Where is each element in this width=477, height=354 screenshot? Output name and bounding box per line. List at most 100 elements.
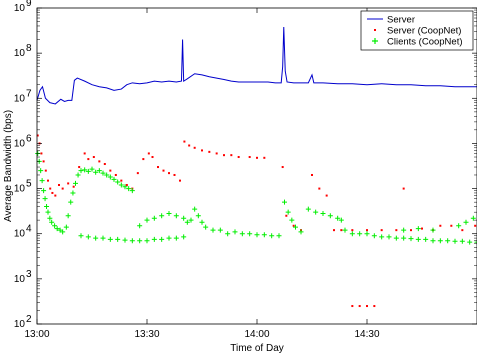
data-point bbox=[188, 144, 191, 147]
y-tick-exponent: 3 bbox=[26, 269, 32, 280]
data-point bbox=[40, 152, 43, 155]
data-point bbox=[195, 213, 201, 219]
legend-entry-label: Clients (CoopNet) bbox=[387, 37, 463, 48]
y-tick-exponent: 7 bbox=[26, 88, 32, 99]
data-point bbox=[239, 231, 245, 237]
data-point bbox=[410, 229, 412, 232]
data-point bbox=[325, 194, 328, 197]
data-point bbox=[93, 235, 99, 241]
data-point bbox=[415, 226, 421, 232]
data-point bbox=[157, 166, 159, 169]
data-point bbox=[184, 219, 190, 225]
data-point bbox=[439, 224, 442, 227]
data-point bbox=[293, 224, 298, 230]
data-point bbox=[351, 229, 354, 232]
data-point bbox=[85, 168, 91, 174]
data-point bbox=[75, 172, 81, 178]
data-point bbox=[114, 173, 117, 176]
data-point bbox=[342, 227, 348, 233]
plot-area-frame bbox=[36, 7, 477, 325]
data-point bbox=[223, 154, 225, 157]
series-server bbox=[36, 26, 477, 105]
data-point bbox=[215, 152, 218, 155]
y-tick-label: 10 bbox=[14, 93, 26, 104]
data-point bbox=[92, 156, 95, 159]
data-point bbox=[129, 188, 135, 194]
data-point bbox=[111, 176, 117, 182]
data-point bbox=[402, 187, 405, 190]
data-point bbox=[151, 236, 157, 242]
y-axis-label: Average Bandwidth (bps) bbox=[3, 110, 14, 222]
data-point bbox=[225, 231, 231, 237]
data-point bbox=[474, 239, 477, 245]
data-point bbox=[89, 166, 95, 172]
data-point bbox=[159, 213, 165, 219]
data-point bbox=[73, 180, 78, 186]
data-point bbox=[115, 236, 121, 242]
data-point bbox=[168, 172, 170, 175]
y-tick-label: 10 bbox=[14, 184, 26, 195]
data-point bbox=[193, 146, 196, 149]
data-point bbox=[230, 154, 233, 157]
legend-swatch bbox=[374, 29, 376, 31]
data-point bbox=[313, 209, 319, 215]
data-point bbox=[199, 219, 205, 225]
data-point bbox=[340, 229, 343, 232]
data-point bbox=[125, 183, 128, 186]
data-point bbox=[67, 182, 70, 185]
data-point bbox=[68, 199, 74, 205]
data-point bbox=[357, 231, 363, 237]
data-point bbox=[42, 160, 45, 163]
data-point bbox=[285, 214, 288, 217]
data-point bbox=[70, 190, 76, 196]
data-point bbox=[136, 172, 139, 175]
data-point bbox=[104, 172, 110, 178]
data-point bbox=[166, 235, 172, 241]
data-point bbox=[122, 237, 128, 243]
y-tick-label: 10 bbox=[14, 3, 26, 14]
data-point bbox=[87, 158, 90, 161]
y-tick-exponent: 2 bbox=[26, 314, 32, 325]
data-point bbox=[44, 169, 47, 172]
data-point bbox=[430, 238, 436, 244]
data-point bbox=[285, 209, 291, 215]
data-point bbox=[470, 215, 476, 221]
data-point bbox=[103, 163, 106, 166]
data-point bbox=[82, 167, 88, 173]
series-server-coopnet bbox=[36, 134, 477, 308]
x-tick-label: 13:00 bbox=[24, 329, 49, 340]
data-point bbox=[120, 179, 123, 182]
data-point bbox=[461, 229, 464, 232]
data-point bbox=[437, 238, 443, 244]
data-point bbox=[254, 232, 260, 238]
data-point bbox=[401, 227, 407, 233]
data-point bbox=[474, 224, 477, 227]
data-point bbox=[107, 236, 113, 242]
data-point bbox=[364, 231, 370, 237]
data-point bbox=[96, 168, 102, 174]
data-point bbox=[118, 182, 124, 188]
data-point bbox=[289, 217, 295, 223]
data-point bbox=[47, 215, 53, 221]
data-point bbox=[126, 186, 132, 192]
data-point bbox=[298, 229, 304, 235]
data-point bbox=[320, 211, 326, 217]
data-point bbox=[351, 305, 354, 308]
data-point bbox=[318, 187, 321, 190]
data-point bbox=[366, 229, 368, 232]
data-point bbox=[373, 305, 376, 308]
data-point bbox=[100, 235, 106, 241]
data-point bbox=[39, 178, 45, 184]
data-point bbox=[281, 166, 284, 169]
y-tick-exponent: 4 bbox=[26, 224, 32, 235]
data-point bbox=[181, 215, 187, 221]
data-point bbox=[98, 160, 101, 163]
data-point bbox=[122, 184, 128, 190]
data-point bbox=[61, 187, 64, 190]
data-point bbox=[151, 215, 157, 221]
data-point bbox=[263, 156, 266, 159]
data-point bbox=[192, 206, 198, 212]
y-tick-exponent: 5 bbox=[26, 179, 32, 190]
